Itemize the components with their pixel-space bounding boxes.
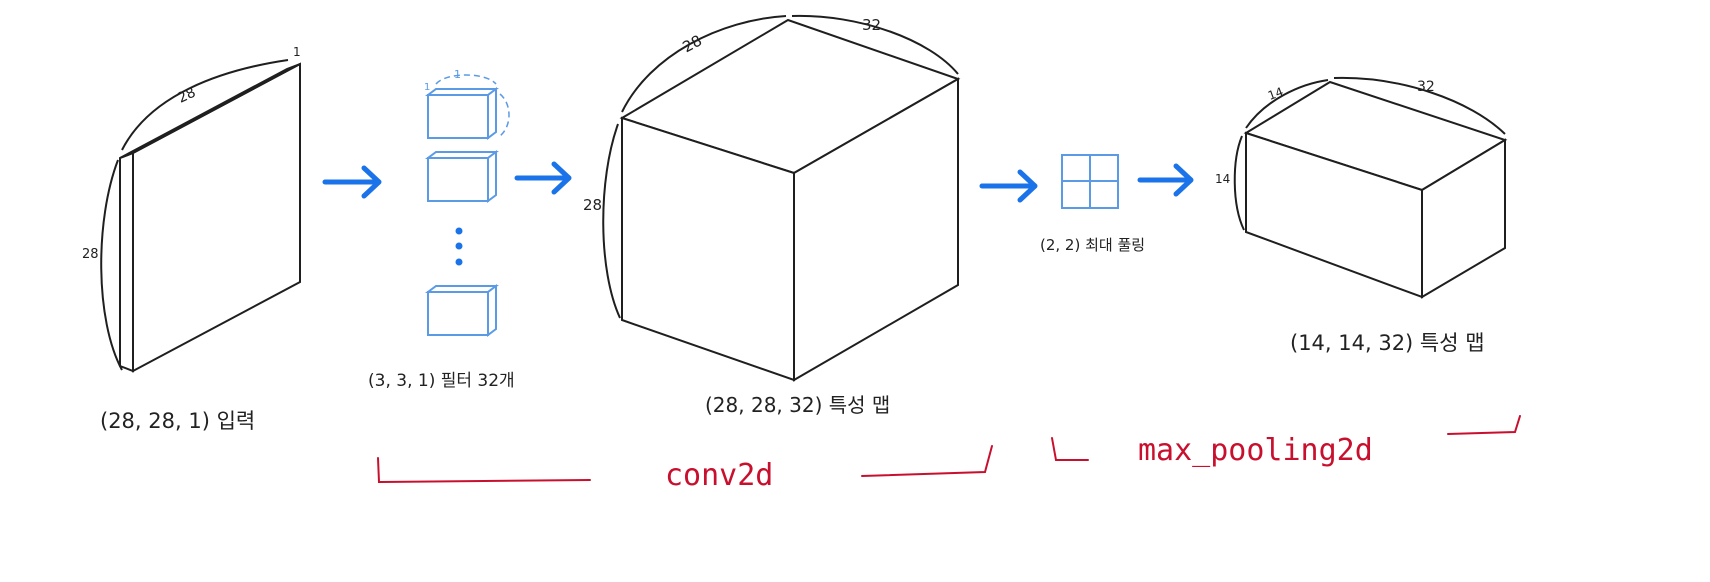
conv-dim-height: 28	[583, 196, 602, 214]
pool-dim-depth: 32	[1417, 79, 1435, 95]
pooling-caption: (2, 2) 최대 풀링	[1040, 236, 1145, 254]
filter-top-brace	[436, 75, 496, 84]
filter-stack: 1 1	[424, 68, 509, 335]
pool-output-box: 14 32 14	[1215, 78, 1505, 297]
filter-2	[428, 152, 496, 201]
max-pooling2d-label: max_pooling2d	[1138, 433, 1373, 468]
filter-caption: (3, 3, 1) 필터 32개	[368, 371, 515, 391]
input-slab-face	[133, 64, 300, 371]
conv2d-label: conv2d	[665, 458, 773, 493]
conv-output-caption: (28, 28, 32) 특성 맵	[705, 393, 890, 417]
conv-dim-depth: 32	[862, 16, 881, 34]
conv-dim-width: 28	[680, 31, 705, 56]
arrow-pool-to-output	[1140, 166, 1191, 194]
pool-dim-width: 14	[1266, 85, 1285, 103]
filter-side-brace	[500, 94, 509, 136]
arrow-input-to-filters	[325, 168, 379, 196]
arrow-conv-to-pool	[982, 172, 1035, 200]
ellipsis-dots	[456, 228, 463, 266]
filter-dim-left: 1	[424, 82, 430, 93]
pool-height-brace	[1235, 136, 1244, 230]
pooling-grid	[1062, 155, 1118, 208]
input-caption: (28, 28, 1) 입력	[100, 409, 255, 433]
input-dim-height: 28	[82, 247, 99, 262]
conv-height-brace	[603, 124, 620, 318]
pool-output-caption: (14, 14, 32) 특성 맵	[1290, 331, 1485, 355]
pool-dim-height: 14	[1215, 172, 1230, 186]
input-slab-front	[120, 153, 133, 371]
filter-3	[428, 286, 496, 335]
input-slab: 28 28 1	[82, 45, 301, 371]
arrow-filters-to-conv	[517, 164, 569, 192]
conv-output-cube: 28 32 28	[583, 16, 958, 380]
filter-dim-top: 1	[454, 68, 461, 81]
input-dim-width: 28	[175, 85, 198, 107]
input-height-brace	[101, 160, 122, 370]
filter-1	[428, 89, 496, 138]
input-dim-depth: 1	[293, 45, 301, 59]
